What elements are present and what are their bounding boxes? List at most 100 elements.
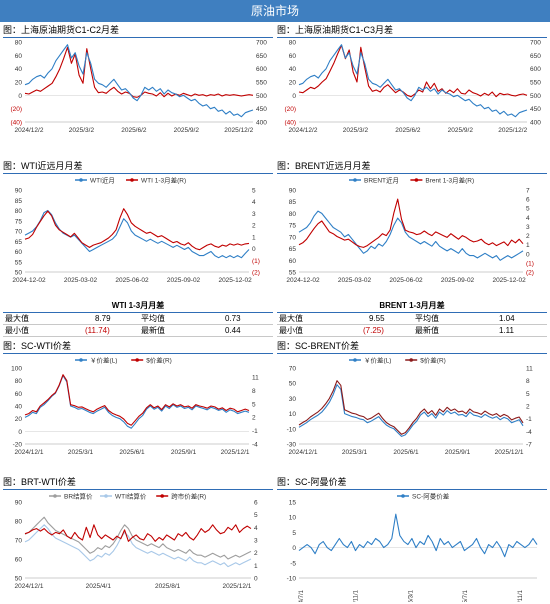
y2-tick-label: (2) [252,270,260,277]
legend-label: ￥价差(L) [364,356,391,365]
x-tick-label: 2025/9/2 [448,127,474,134]
y2-tick-label: 2 [254,550,258,557]
x-tick-label: 2024/12/1 [289,449,318,456]
legend-marker [79,178,83,182]
stats-value: 8.79 [95,314,111,323]
legend-marker [353,178,357,182]
y-tick-label: -20 [13,442,23,449]
x-tick-label: 2025/8/1 [155,583,181,590]
x-tick-label: 2025/6/1 [119,449,145,456]
y-tick-label: 75 [289,223,297,230]
stats-label: 最新值 [415,326,439,335]
x-tick-label: 2025-06-02 [115,277,149,284]
y2-tick-label: -4 [526,429,532,436]
x-tick-label: 2025/12/2 [224,127,253,134]
stats-value: 9.55 [369,314,385,323]
x-tick-label: 2025/12/2 [498,127,527,134]
legend-marker [104,494,108,498]
stats-value: (11.74) [85,326,110,335]
series-line-0 [24,209,250,259]
chart-c4: 908580757065605576543210(1)(2)2024-12-02… [286,176,534,285]
y2-tick-label: 1 [526,242,530,249]
stats-label: 平均值 [141,314,165,323]
x-tick-label: 2025/3/2 [343,127,369,134]
x-tick-label: 2025/12/1 [495,449,524,456]
series-line-1 [24,524,252,568]
series-line-1 [298,198,524,248]
chart-panel-c6: 图：SC-BRENT价差 70 50 30 10 -10 -30 11 8 5 2 -1 -4 -7 20… [277,340,547,468]
y-tick-label: 80 [15,378,23,385]
x-tick-label: 2025/4/1 [86,583,112,590]
y-tick-label: 10 [289,515,297,522]
y-tick-label: 90 [15,500,23,507]
chart-c2: 806040200(20)(40)70065060055050045040020… [284,40,541,135]
chart-title: 图：BRENT近远月月差 [277,160,547,174]
legend-label: $价差(R) [420,356,446,365]
y2-tick-label: 450 [256,106,267,113]
y-tick-label: 0 [292,93,296,100]
stats-value: (7.25) [363,326,384,335]
chart-title: 图：WTI近远月月差 [3,160,273,174]
legend-label: BRENT近月 [364,176,399,185]
y-tick-label: (40) [284,120,296,127]
legend-label: BR结算价 [64,492,93,501]
y2-tick-label: 4 [526,215,530,222]
y-tick-label: 80 [15,40,23,47]
y-tick-label: 80 [15,519,23,526]
y-tick-label: 60 [15,53,23,60]
y-tick-label: 70 [15,538,23,545]
legend-label: $价差(R) [146,356,172,365]
y-tick-label: 40 [15,404,23,411]
y-tick-label: 55 [289,270,297,277]
chart-panel-c4: 图：BRENT近远月月差 90 85 80 75 70 65 60 55 7 6 5 4 3 2 1 0 (1)… [277,160,547,295]
series-line-1 [24,208,250,251]
y2-tick-label: 8 [252,388,256,395]
series-line-1 [24,374,250,426]
series-line-1 [24,44,254,118]
y2-tick-label: 400 [256,120,267,127]
series-line-0 [298,513,538,558]
y2-tick-label: 700 [530,40,541,47]
stats-label: 最新值 [141,326,165,335]
chart-panel-c3: 图：WTI近远月月差 90 85 80 75 70 65 60 55 50 5 4 3 2 1 0 (1) (2… [3,160,273,295]
chart-panel-c5: 图：SC-WTI价差 100 80 60 40 20 0 -20 11 8 5 2 -1 -4 2024/… [3,340,273,468]
y-tick-label: 20 [15,416,23,423]
legend-marker [79,358,83,362]
x-tick-label: 2024/12/2 [289,127,318,134]
stats-table-wti: WTI 1-3月月差 最大值 8.79 平均值 0.73 最小值 (11.74)… [3,300,273,337]
chart-title: 图：SC-阿曼价差 [277,476,547,490]
y-tick-label: 50 [15,270,23,277]
series-line-0 [24,375,250,429]
y2-tick-label: 6 [254,500,258,507]
y2-tick-label: 0 [526,251,530,258]
x-tick-label: 2025-12-02 [218,277,252,284]
chart-c5: 100 80 60 40 20 0 -20 11 8 5 2 -1 -4 2024/12/1 2025/3/… [11,356,259,457]
series-line-1 [298,380,524,435]
stats-label: 最小值 [279,326,303,335]
section-banner: 原油市场 [0,0,550,22]
y2-tick-label: 2 [252,415,256,422]
x-tick-label: 2025/9/1 [171,449,197,456]
x-tick-label: 2025/6/2 [121,127,147,134]
legend-label: WTI近月 [90,176,115,185]
y2-tick-label: 2 [252,223,256,230]
y-tick-label: 80 [15,208,23,215]
stats-label: 平均值 [415,314,439,323]
series-line-0 [298,44,528,98]
y2-tick-label: 11 [526,366,533,373]
chart-title: 图：BRT-WTI价差 [3,476,273,490]
x-tick-label: 2024/12/1 [15,583,44,590]
series-line-0 [24,516,252,560]
chart-c6: 70 50 30 10 -10 -30 11 8 5 2 -1 -4 -7 2024/12/1 2025/3… [287,356,534,457]
x-tick-label: 2025-03-02 [338,277,372,284]
x-tick-label: 2025-06-02 [389,277,423,284]
y-tick-label: 70 [15,229,23,236]
y-tick-label: -10 [287,426,297,433]
y-tick-label: 80 [289,40,297,47]
y-tick-label: 0 [18,429,22,436]
y-tick-label: 100 [11,366,22,373]
y-tick-label: 0 [292,545,296,552]
chart-title: 图：上海原油期货C1-C3月差 [277,24,547,38]
y-tick-label: -30 [287,442,297,449]
